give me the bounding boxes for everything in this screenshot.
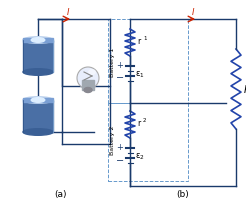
- Ellipse shape: [31, 98, 45, 103]
- Text: (b): (b): [177, 189, 189, 198]
- Ellipse shape: [84, 88, 92, 93]
- Ellipse shape: [31, 39, 45, 43]
- Bar: [23, 39, 53, 43]
- Text: 2: 2: [143, 118, 147, 123]
- Ellipse shape: [23, 97, 53, 104]
- Text: +: +: [117, 142, 123, 151]
- Ellipse shape: [23, 129, 53, 136]
- Text: R: R: [244, 85, 246, 94]
- Bar: [108, 20, 188, 103]
- Ellipse shape: [23, 38, 53, 44]
- Text: Battery 1: Battery 1: [109, 47, 114, 76]
- Bar: [82, 81, 94, 91]
- Ellipse shape: [77, 68, 99, 90]
- Ellipse shape: [88, 70, 96, 76]
- Text: I: I: [192, 8, 194, 17]
- Text: ε$_2$: ε$_2$: [135, 151, 145, 162]
- Bar: [23, 101, 53, 132]
- Text: −: −: [116, 73, 124, 83]
- Text: +: +: [117, 61, 123, 70]
- Text: (a): (a): [54, 189, 66, 198]
- Text: ε$_1$: ε$_1$: [135, 70, 145, 80]
- Text: Battery 2: Battery 2: [109, 125, 114, 154]
- Bar: [23, 99, 53, 102]
- Text: r: r: [137, 118, 140, 127]
- Text: r: r: [137, 37, 140, 46]
- Text: I: I: [67, 8, 69, 17]
- Text: 1: 1: [143, 36, 147, 41]
- Bar: [23, 41, 53, 73]
- Text: −: −: [116, 155, 124, 165]
- Ellipse shape: [23, 69, 53, 76]
- Bar: [108, 103, 188, 181]
